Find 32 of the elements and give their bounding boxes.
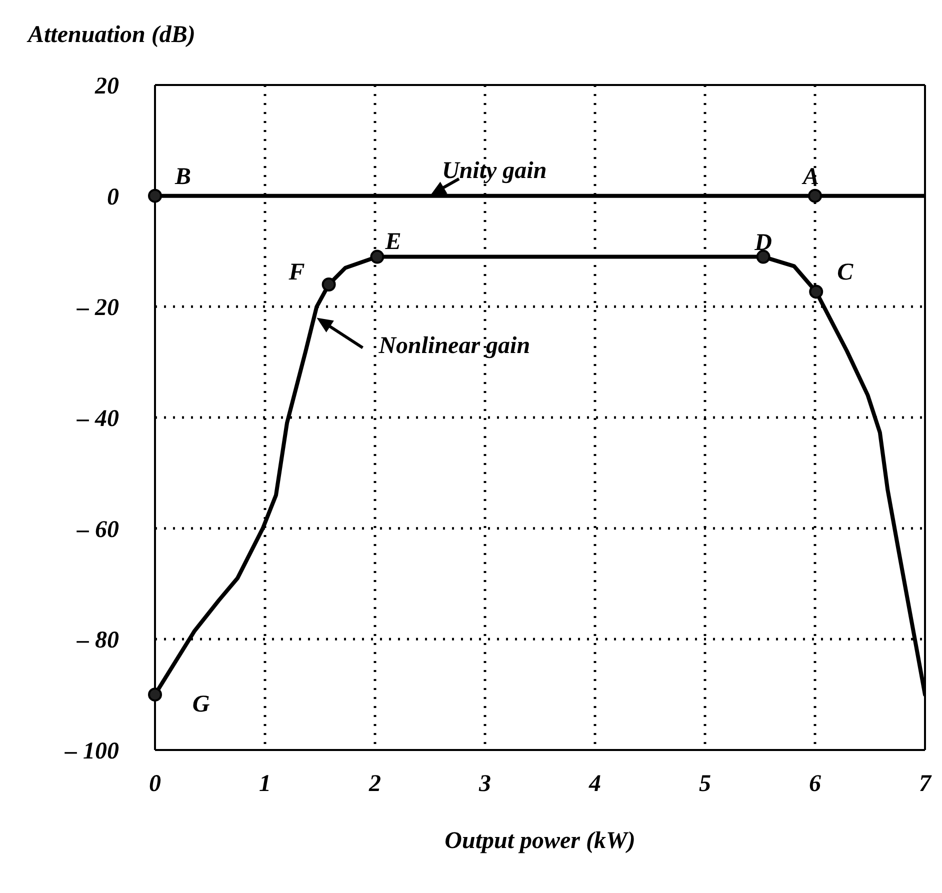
annotation: D	[754, 230, 772, 256]
x-axis-title: Output power (kW)	[444, 828, 636, 855]
point	[322, 278, 336, 292]
x-tick-label: 7	[919, 771, 932, 798]
annotation: F	[288, 260, 305, 286]
annotation: Unity gain	[442, 158, 547, 184]
point	[809, 284, 824, 299]
x-tick-label: 5	[699, 771, 711, 798]
annotation: E	[384, 228, 402, 255]
annotation: B	[174, 164, 192, 190]
y-tick-label: – 40	[76, 406, 119, 432]
point	[370, 250, 384, 264]
point	[148, 188, 162, 203]
x-tick-label: 1	[259, 771, 271, 798]
y-tick-label: 0	[107, 184, 119, 210]
annotation: C	[837, 260, 854, 286]
point	[756, 250, 770, 264]
x-tick-label: 2	[368, 771, 381, 798]
annotation: Nonlinear gain	[378, 332, 530, 359]
x-tick-label: 6	[809, 771, 821, 798]
point	[148, 688, 162, 702]
x-tick-label: 0	[149, 771, 161, 798]
y-tick-label: – 20	[76, 295, 119, 322]
x-tick-label: 3	[478, 771, 491, 798]
x-tick-label: 4	[588, 771, 601, 798]
y-tick-label: – 60	[76, 516, 119, 543]
y-tick-label: 20	[94, 74, 119, 100]
annotation: A	[800, 164, 820, 190]
annotation: G	[192, 692, 210, 718]
y-tick-label: – 100	[64, 738, 119, 765]
y-tick-label: – 80	[76, 628, 119, 654]
y-axis-title: Attenuation (dB)	[28, 22, 196, 49]
